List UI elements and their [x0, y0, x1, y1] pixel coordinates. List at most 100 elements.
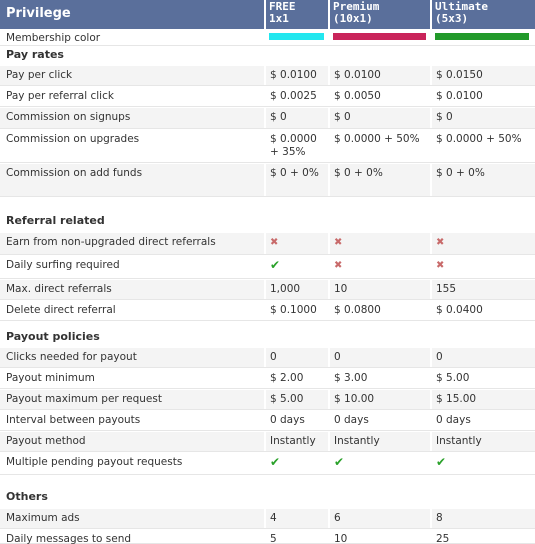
cell-premium: [330, 30, 432, 45]
row-label: Commission on add funds: [0, 164, 266, 196]
cell-premium: $ 10.00: [330, 390, 432, 409]
cross-icon: ✖: [330, 256, 432, 278]
table-row-msgs: Daily messages to send 5 10 25: [0, 530, 535, 544]
check-icon: ✔: [330, 453, 432, 474]
cell-ultimate: [432, 30, 535, 45]
cell-premium: $ 0: [330, 108, 432, 128]
table-row-maxads: Maximum ads 4 6 8: [0, 509, 535, 529]
section-payout-policies: Payout policies: [6, 330, 100, 343]
cell-premium: $ 0.0000 + 50%: [330, 130, 432, 162]
cell-ultimate: 155: [436, 283, 457, 295]
cell-premium: $ 3.00: [330, 369, 432, 388]
cell-premium: $ 0.0800: [330, 301, 432, 320]
row-label: Clicks needed for payout: [0, 348, 266, 367]
row-label: Delete direct referral: [0, 301, 266, 320]
cell-premium: 6: [330, 509, 432, 528]
table-row-ppc: Pay per click $ 0.0100 $ 0.0100 $ 0.0150: [0, 66, 535, 86]
table-row-delref: Delete direct referral $ 0.1000 $ 0.0800 $ …: [0, 301, 535, 321]
row-label: Payout maximum per request: [0, 390, 266, 409]
table-row-pending: Multiple pending payout requests ✔ ✔ ✔: [0, 453, 535, 475]
cell-premium: $ 0.0050: [330, 87, 432, 106]
table-row-earn: Earn from non-upgraded direct referrals ✖…: [0, 233, 535, 255]
row-label: Multiple pending payout requests: [0, 453, 266, 474]
row-label: Interval between payouts: [0, 411, 266, 430]
header-free-sub: 1x1: [269, 12, 289, 25]
cell-ultimate: $ 0: [436, 111, 453, 123]
row-label: Daily surfing required: [0, 256, 266, 278]
row-label: Payout method: [0, 432, 266, 451]
table-row-paymax: Payout maximum per request $ 5.00 $ 10.00 $…: [0, 390, 535, 410]
cell-ultimate: $ 0.0400: [436, 304, 483, 316]
cell-free: $ 5.00: [266, 390, 330, 409]
table-row-signups: Commission on signups $ 0 $ 0 $ 0: [0, 108, 535, 129]
cell-premium: $ 0 + 0%: [330, 164, 432, 196]
cell-free: 0: [266, 348, 330, 367]
cell-ultimate: 0 days: [436, 414, 471, 426]
cell-ultimate: 0: [436, 351, 443, 363]
cell-free: [266, 30, 330, 45]
cell-free: 5: [266, 530, 330, 544]
row-label: Commission on signups: [0, 108, 266, 128]
section-others: Others: [6, 490, 48, 503]
row-label: Membership color: [0, 30, 266, 45]
cell-free: $ 2.00: [266, 369, 330, 388]
cell-ultimate: $ 0 + 0%: [436, 167, 485, 179]
table-row-maxref: Max. direct referrals 1,000 10 155: [0, 280, 535, 300]
header-premium-name: Premium: [333, 0, 380, 13]
table-row-addfunds: Commission on add funds $ 0 + 0% $ 0 + 0% $…: [0, 164, 535, 197]
cell-ultimate: $ 5.00: [436, 372, 470, 384]
header-free: FREE 1x1: [266, 0, 330, 29]
row-label: Daily messages to send: [0, 530, 266, 544]
table-row-surf: Daily surfing required ✔ ✖ ✖: [0, 256, 535, 279]
row-label: Maximum ads: [0, 509, 266, 528]
cell-free: $ 0.0000 + 35%: [266, 130, 330, 162]
table-row-membership-color: Membership color: [0, 30, 535, 46]
table-row-method: Payout method Instantly Instantly Instantly: [0, 432, 535, 452]
row-label: Payout minimum: [0, 369, 266, 388]
cell-premium: $ 0.0100: [330, 66, 432, 85]
table-row-upgrades: Commission on upgrades $ 0.0000 + 35% $ 0.…: [0, 130, 535, 163]
cell-ultimate: $ 0.0150: [436, 69, 483, 81]
cell-free: $ 0 + 0%: [266, 164, 330, 196]
check-icon: ✔: [436, 455, 447, 469]
section-pay-rates: Pay rates: [6, 48, 64, 61]
cell-premium: 10: [330, 280, 432, 299]
cross-icon: ✖: [330, 233, 432, 254]
header-ultimate: Ultimate (5x3): [432, 0, 535, 29]
cell-premium: 0 days: [330, 411, 432, 430]
cross-icon: ✖: [436, 260, 445, 271]
cell-premium: 0: [330, 348, 432, 367]
cell-ultimate: Instantly: [436, 435, 482, 447]
row-label: Commission on upgrades: [0, 130, 266, 162]
row-label: Max. direct referrals: [0, 280, 266, 299]
table-header: Privilege FREE 1x1 Premium (10x1) Ultima…: [0, 0, 535, 29]
cross-icon: ✖: [266, 233, 330, 254]
color-swatch-premium: [333, 33, 426, 40]
check-icon: ✔: [266, 453, 330, 474]
cell-free: 0 days: [266, 411, 330, 430]
header-free-name: FREE: [269, 0, 296, 13]
cell-ultimate: $ 0.0100: [436, 90, 483, 102]
cell-ultimate: 8: [436, 512, 443, 524]
cell-free: $ 0.0025: [266, 87, 330, 106]
header-privilege: Privilege: [0, 0, 266, 29]
check-icon: ✔: [266, 256, 330, 278]
cell-premium: Instantly: [330, 432, 432, 451]
cell-free: $ 0.0100: [266, 66, 330, 85]
cell-ultimate: 25: [436, 533, 450, 544]
cross-icon: ✖: [436, 237, 445, 248]
table-row-interval: Interval between payouts 0 days 0 days 0 da…: [0, 411, 535, 431]
cell-free: 1,000: [266, 280, 330, 299]
color-swatch-ultimate: [435, 33, 529, 40]
table-row-clicks: Clicks needed for payout 0 0 0: [0, 348, 535, 368]
color-swatch-free: [269, 33, 324, 40]
cell-ultimate: $ 15.00: [436, 393, 477, 405]
table-row-pprc: Pay per referral click $ 0.0025 $ 0.0050 $ …: [0, 87, 535, 107]
row-label: Pay per click: [0, 66, 266, 85]
cell-free: 4: [266, 509, 330, 528]
table-row-paymin: Payout minimum $ 2.00 $ 3.00 $ 5.00: [0, 369, 535, 389]
row-label: Pay per referral click: [0, 87, 266, 106]
cell-free: Instantly: [266, 432, 330, 451]
row-label: Earn from non-upgraded direct referrals: [0, 233, 266, 254]
